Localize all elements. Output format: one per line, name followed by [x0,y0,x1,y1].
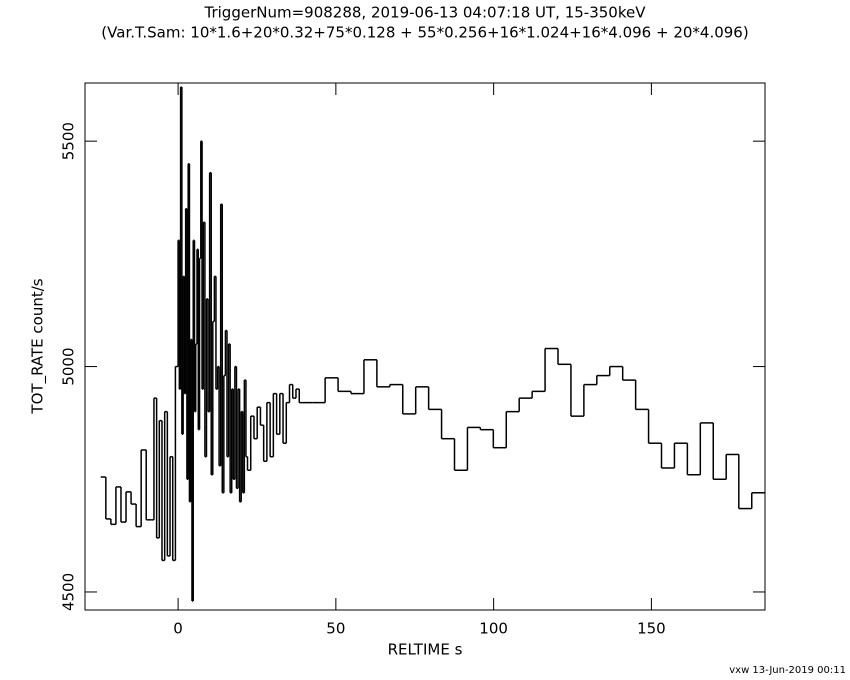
y-tick-label: 4500 [60,573,78,611]
chart-title: TriggerNum=908288, 2019-06-13 04:07:18 U… [204,4,647,22]
x-tick-label: 150 [637,620,666,638]
y-tick-label: 5000 [60,347,78,385]
chart-subtitle: (Var.T.Sam: 10*1.6+20*0.32+75*0.128 + 55… [101,24,748,42]
plot-frame [84,82,766,611]
y-axis-label: TOT_RATE count/s [29,278,48,414]
footer: vxw 13-Jun-2019 00:11 [729,665,846,676]
x-tick-label: 0 [173,620,183,638]
x-tick-label: 50 [326,620,345,638]
x-tick-label: 100 [479,620,508,638]
x-axis-label: RELTIME s [388,641,463,659]
y-tick-label: 5500 [60,122,78,160]
